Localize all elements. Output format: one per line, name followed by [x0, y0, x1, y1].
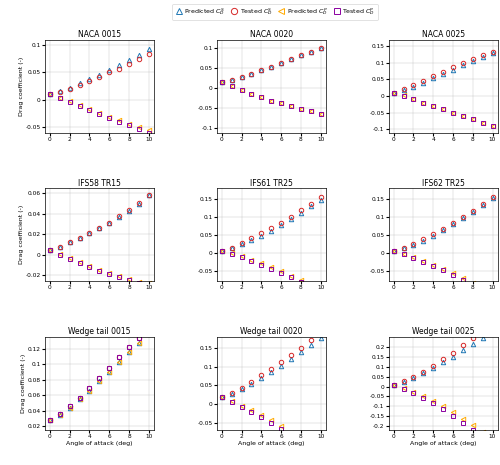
Title: NACA 0015: NACA 0015	[78, 30, 121, 39]
X-axis label: Angle of attack (deg): Angle of attack (deg)	[410, 441, 476, 445]
X-axis label: Angle of attack (deg): Angle of attack (deg)	[66, 441, 132, 445]
Title: NACA 0025: NACA 0025	[422, 30, 465, 39]
Title: Wedge tail 0025: Wedge tail 0025	[412, 327, 474, 336]
Title: IFS58 TR15: IFS58 TR15	[78, 179, 121, 187]
Y-axis label: Drag coefficient (-): Drag coefficient (-)	[19, 56, 24, 116]
Title: Wedge tail 0015: Wedge tail 0015	[68, 327, 130, 336]
Y-axis label: Drag coefficient (-): Drag coefficient (-)	[19, 205, 24, 265]
Legend: Predicted $C_D^S$, Tested $C_D^S$, Predicted $C_D^P$, Tested $C_D^P$: Predicted $C_D^S$, Tested $C_D^S$, Predi…	[172, 4, 378, 20]
Y-axis label: Drag coefficient (-): Drag coefficient (-)	[22, 354, 26, 413]
Title: NACA 0020: NACA 0020	[250, 30, 293, 39]
Title: IFS62 TR25: IFS62 TR25	[422, 179, 465, 187]
Title: Wedge tail 0020: Wedge tail 0020	[240, 327, 302, 336]
Title: IFS61 TR25: IFS61 TR25	[250, 179, 292, 187]
X-axis label: Angle of attack (deg): Angle of attack (deg)	[238, 441, 304, 445]
